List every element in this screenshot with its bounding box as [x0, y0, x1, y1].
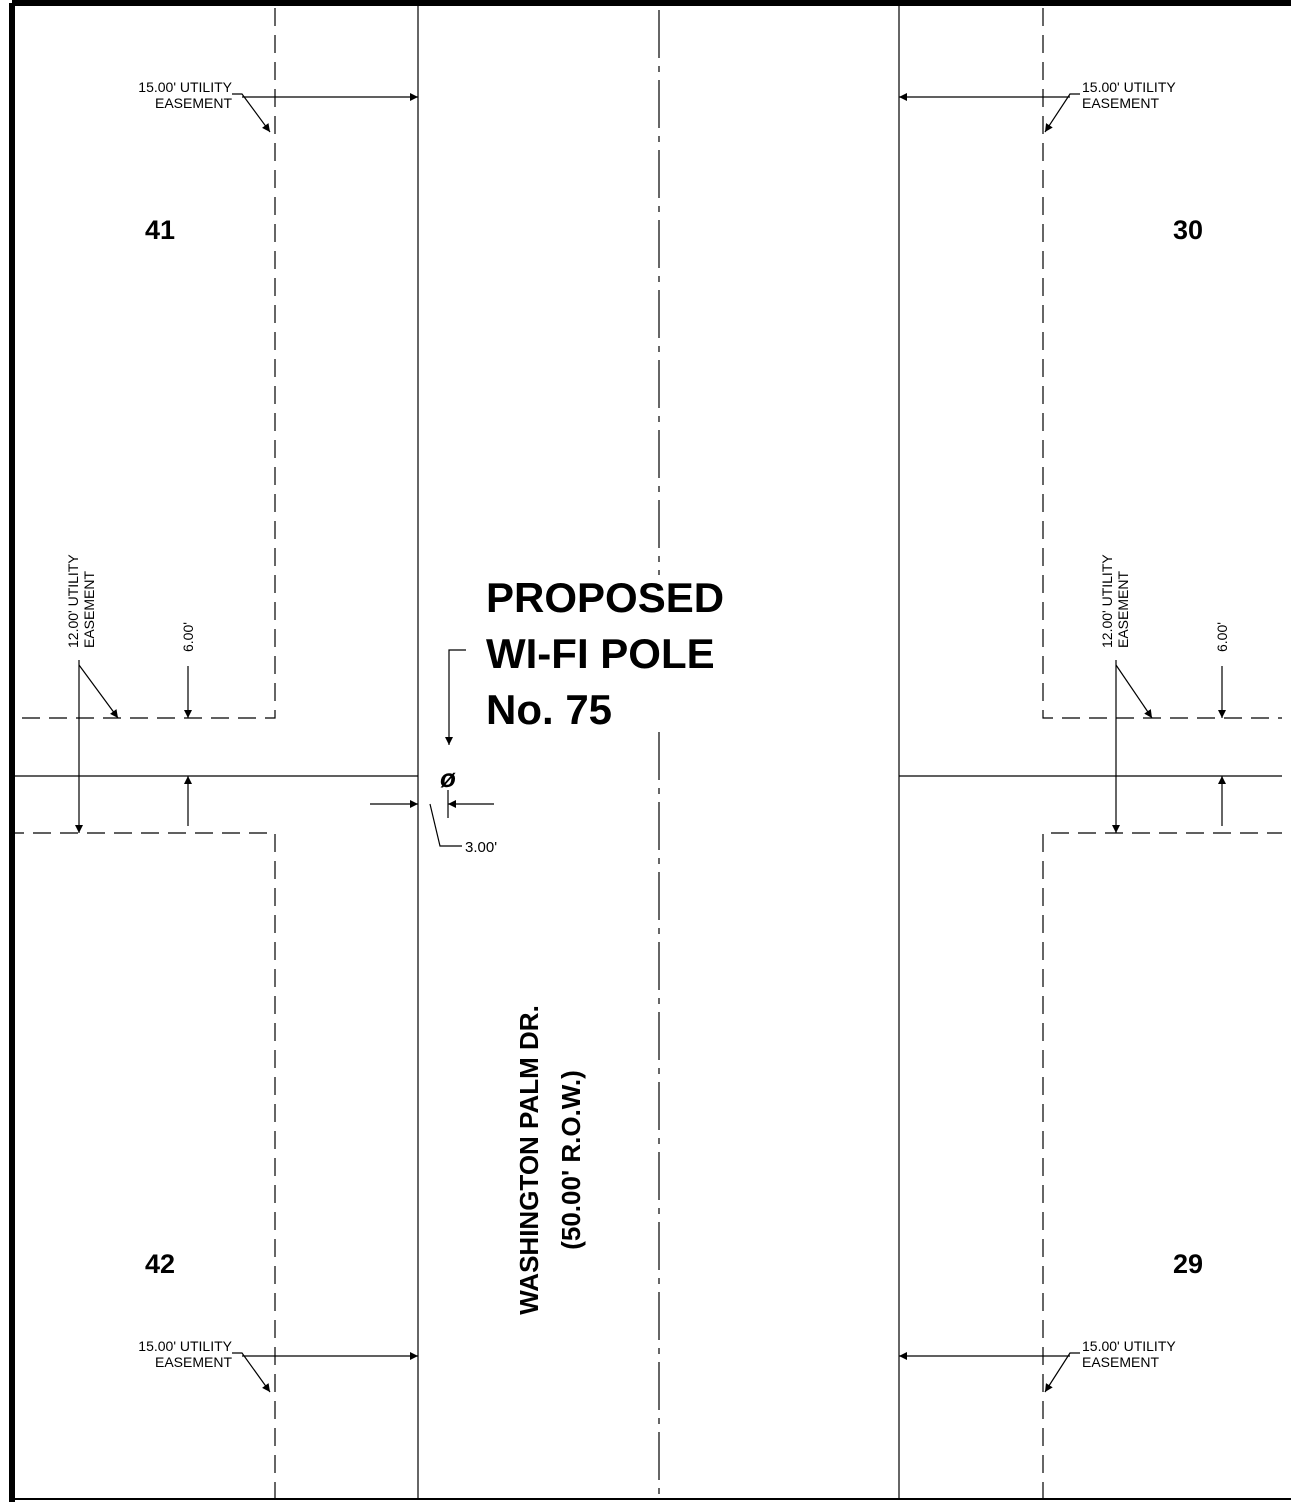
street-name: WASHINGTON PALM DR. — [514, 1005, 544, 1315]
svg-text:3.00': 3.00' — [465, 839, 497, 856]
svg-text:EASEMENT: EASEMENT — [155, 95, 232, 111]
side-easement-right: 12.00' UTILITY EASEMENT 6.00' — [1099, 554, 1230, 833]
svg-text:15.00' UTILITY: 15.00' UTILITY — [138, 1338, 232, 1354]
callout-line-1: PROPOSED — [486, 574, 724, 621]
easement-label-bottom-right: 15.00' UTILITY EASEMENT — [899, 1338, 1176, 1393]
svg-text:EASEMENT: EASEMENT — [155, 1354, 232, 1370]
svg-text:EASEMENT: EASEMENT — [1082, 1354, 1159, 1370]
side-easement-left: 12.00' UTILITY EASEMENT 6.00' — [65, 554, 196, 833]
pole-symbol-icon: ø — [440, 763, 456, 793]
lot-number-29: 29 — [1173, 1249, 1203, 1279]
callout-line-2: WI-FI POLE — [486, 630, 715, 677]
street-row: (50.00' R.O.W.) — [556, 1070, 586, 1250]
svg-text:6.00': 6.00' — [180, 622, 196, 652]
lot-number-41: 41 — [145, 215, 175, 245]
svg-text:15.00' UTILITY: 15.00' UTILITY — [1082, 1338, 1176, 1354]
svg-text:EASEMENT: EASEMENT — [1115, 571, 1131, 648]
svg-text:15.00' UTILITY: 15.00' UTILITY — [1082, 79, 1176, 95]
svg-text:15.00' UTILITY: 15.00' UTILITY — [138, 79, 232, 95]
easement-label-bottom-left: 15.00' UTILITY EASEMENT — [138, 1338, 418, 1393]
lot-number-30: 30 — [1173, 215, 1203, 245]
svg-text:12.00' UTILITY: 12.00' UTILITY — [1099, 554, 1115, 648]
easement-label-top-left: 15.00' UTILITY EASEMENT — [138, 79, 418, 133]
street-label: WASHINGTON PALM DR. (50.00' R.O.W.) — [514, 1005, 586, 1315]
easement-lines — [15, 8, 1282, 1500]
easement-label-top-right: 15.00' UTILITY EASEMENT — [899, 79, 1176, 133]
sheet-border — [9, 0, 1291, 1502]
svg-text:EASEMENT: EASEMENT — [81, 571, 97, 648]
lot-number-42: 42 — [145, 1249, 175, 1279]
svg-text:EASEMENT: EASEMENT — [1082, 95, 1159, 111]
proposed-pole-callout: PROPOSED WI-FI POLE No. 75 — [445, 574, 724, 745]
pole-symbol-and-dimension: ø 3.00' — [370, 763, 497, 856]
svg-text:6.00': 6.00' — [1214, 622, 1230, 652]
callout-line-3: No. 75 — [486, 686, 612, 733]
right-of-way-lines — [417, 3, 900, 1500]
svg-text:12.00' UTILITY: 12.00' UTILITY — [65, 554, 81, 648]
